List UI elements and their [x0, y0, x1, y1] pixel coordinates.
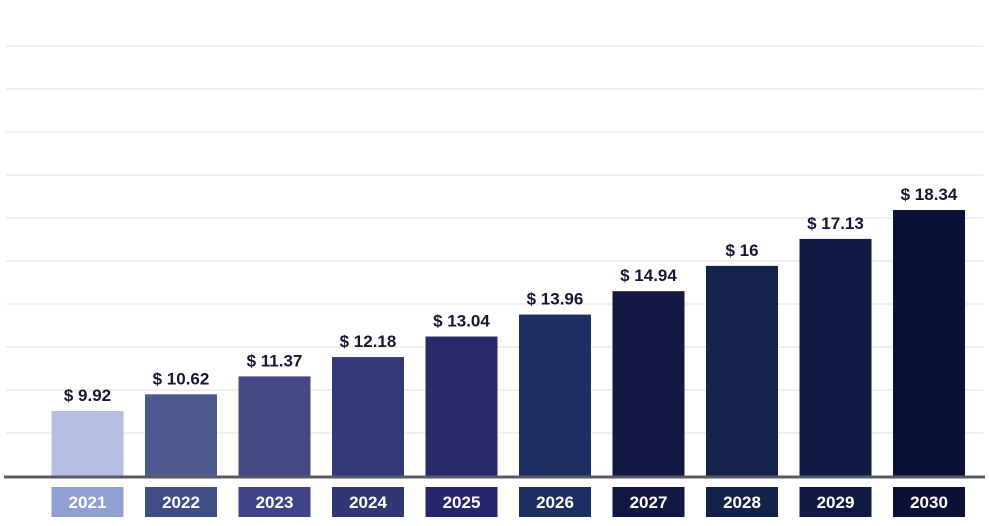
value-label-2024: $ 12.18	[340, 332, 397, 351]
bar-2023	[238, 376, 311, 477]
bar-2029	[799, 238, 872, 477]
category-label-2030: 2030	[910, 493, 948, 512]
value-label-2029: $ 17.13	[807, 214, 864, 233]
category-label-2024: 2024	[349, 493, 387, 512]
value-label-2028: $ 16	[725, 241, 758, 260]
bar-2030	[893, 210, 965, 478]
bar-2021	[51, 411, 124, 477]
bar-2025	[425, 336, 498, 477]
category-box-2024	[332, 487, 404, 517]
category-label-2023: 2023	[256, 493, 294, 512]
category-box-2030	[893, 487, 965, 517]
bar-2022	[145, 394, 217, 477]
bar-2026	[519, 314, 591, 477]
value-label-2025: $ 13.04	[433, 312, 490, 331]
category-label-2022: 2022	[162, 493, 200, 512]
value-label-2030: $ 18.34	[901, 185, 958, 204]
category-box-2028	[706, 487, 778, 517]
category-box-2026	[519, 487, 591, 517]
value-label-2026: $ 13.96	[527, 290, 584, 309]
category-box-2023	[238, 487, 311, 517]
category-box-2025	[425, 487, 498, 517]
category-label-2025: 2025	[443, 493, 481, 512]
bar-2027	[612, 291, 685, 477]
bar-2028	[706, 265, 778, 477]
value-label-2022: $ 10.62	[153, 369, 210, 388]
category-box-2029	[799, 487, 872, 517]
category-box-2027	[612, 487, 685, 517]
category-label-2026: 2026	[536, 493, 574, 512]
bar-2024	[332, 357, 404, 477]
value-label-2021: $ 9.92	[64, 386, 111, 405]
category-box-2021	[51, 487, 124, 517]
category-box-2022	[145, 487, 217, 517]
category-label-2029: 2029	[817, 493, 855, 512]
category-label-2028: 2028	[723, 493, 761, 512]
category-label-2027: 2027	[630, 493, 668, 512]
value-label-2023: $ 11.37	[247, 351, 303, 370]
value-label-2027: $ 14.94	[620, 266, 677, 285]
category-label-2021: 2021	[69, 493, 107, 512]
